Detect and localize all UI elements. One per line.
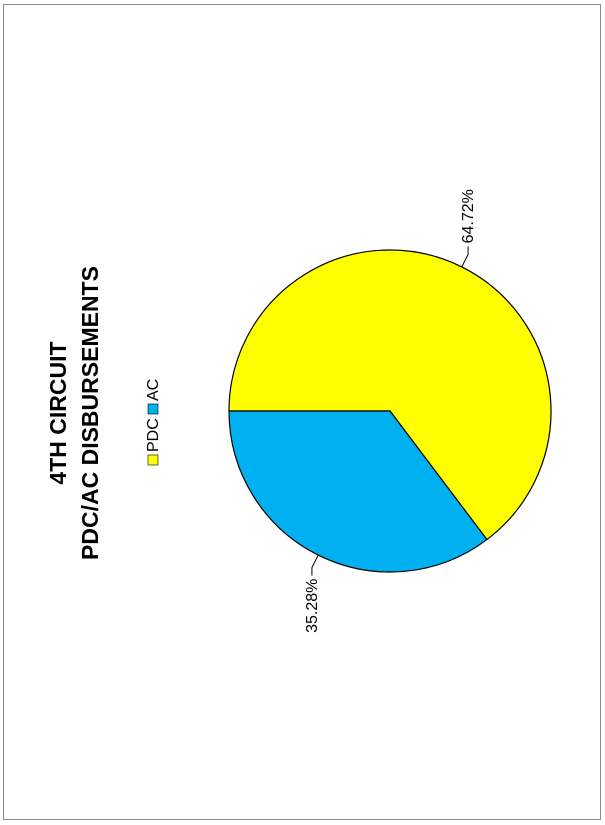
leader-line-pdc	[461, 246, 469, 268]
pie-labels: 64.72% 35.28%	[304, 189, 477, 633]
chart-legend: PDC AC	[145, 379, 162, 466]
legend-swatch-pdc	[147, 454, 159, 466]
legend-swatch-ac	[147, 403, 159, 415]
legend-label-ac: AC	[145, 379, 162, 401]
legend-label-pdc: PDC	[145, 418, 162, 452]
pie-slice-pdc	[228, 249, 552, 541]
pie-slices	[228, 249, 552, 573]
leader-line-ac	[311, 554, 319, 576]
chart-title-line-1: 4TH CIRCUIT	[45, 341, 71, 484]
data-label-ac: 35.28%	[304, 579, 321, 633]
data-label-pdc: 64.72%	[460, 189, 477, 243]
chart-title-line-2: PDC/AC DISBURSEMENTS	[77, 266, 103, 560]
